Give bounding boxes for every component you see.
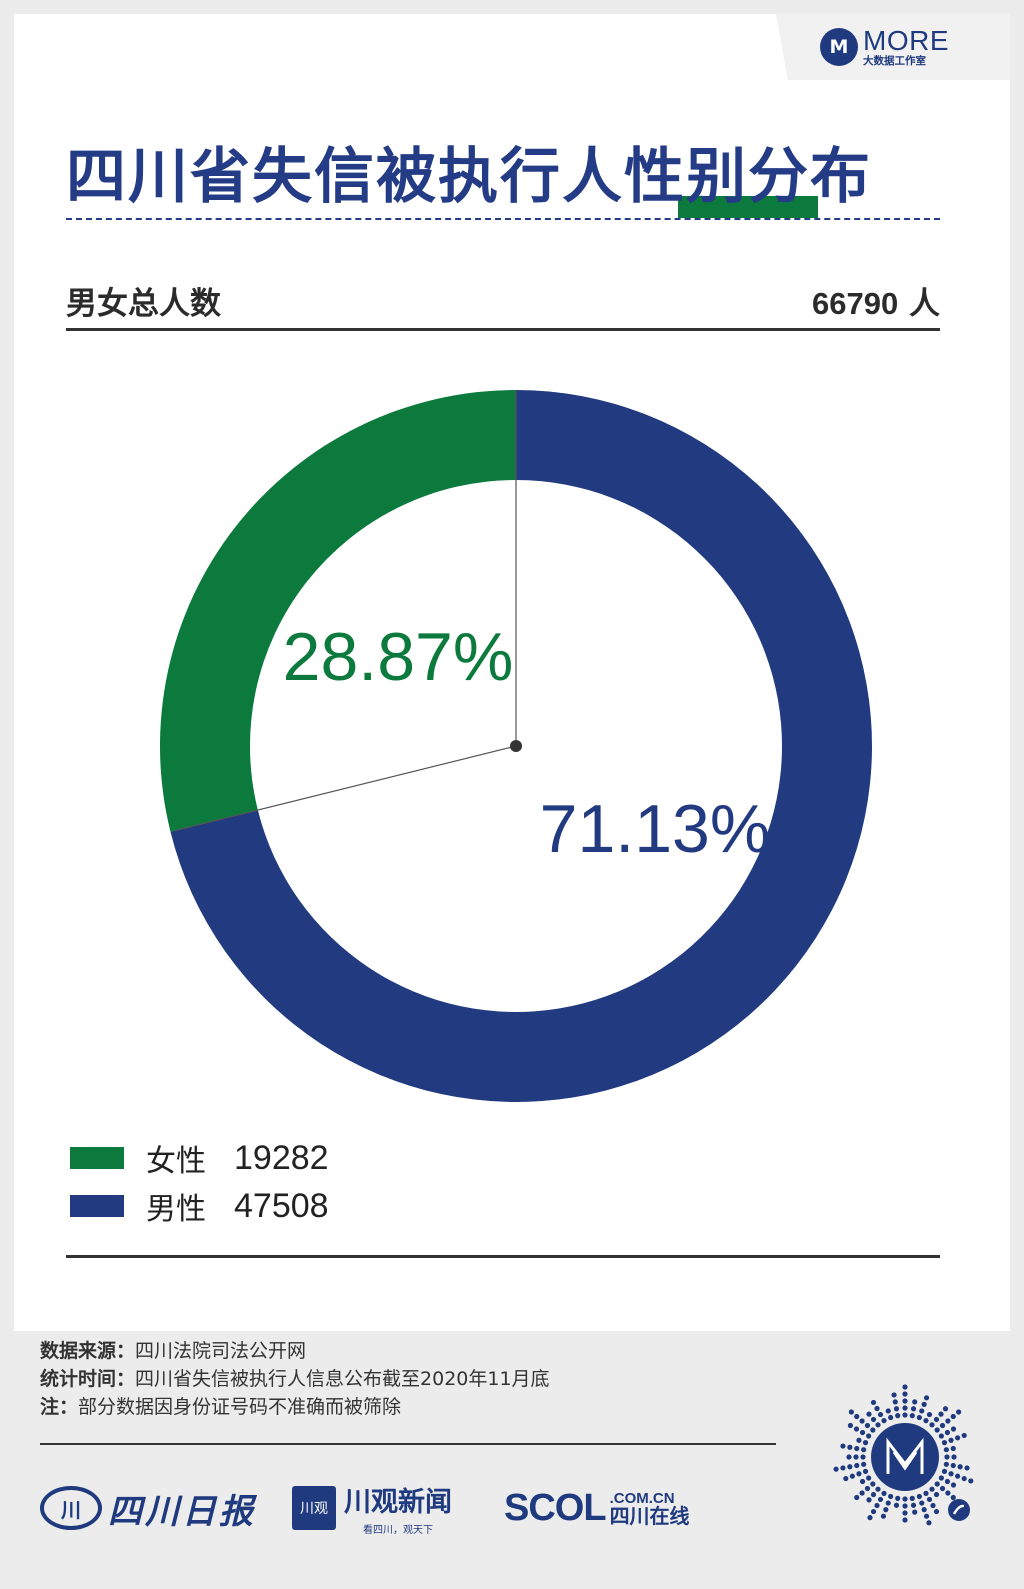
- sichuan-daily-logo: 川 四川日报: [40, 1478, 256, 1538]
- legend-name-female: 女性: [146, 1144, 206, 1179]
- chuanguan-emblem-icon: 川观: [292, 1486, 336, 1530]
- mini-program-qr-code-icon[interactable]: [820, 1372, 990, 1542]
- time-label: 统计时间：: [40, 1368, 136, 1390]
- chuanguan-logo: 川观 川观新闻 看四川，观天下: [292, 1478, 452, 1538]
- chuanguan-name: 川观新闻: [344, 1487, 452, 1518]
- source-label: 数据来源：: [40, 1340, 136, 1362]
- note-value: 部分数据因身份证号码不准确而被筛除: [78, 1396, 402, 1418]
- top-divider: [66, 328, 940, 331]
- notes-divider: [40, 1443, 776, 1445]
- legend: 女性 19282 男性 47508: [70, 1134, 329, 1230]
- time-value: 四川省失信被执行人信息公布截至2020年11月底: [135, 1368, 550, 1390]
- source-value: 四川法院司法公开网: [135, 1340, 307, 1362]
- legend-count-female: 19282: [234, 1138, 329, 1177]
- sichuan-daily-emblem-icon: 川: [40, 1486, 102, 1530]
- total-label: 男女总人数: [66, 286, 221, 322]
- total-unit: 人: [909, 286, 940, 322]
- sichuan-daily-name: 四川日报: [108, 1491, 256, 1532]
- more-logo-badge: M: [820, 28, 858, 66]
- legend-swatch-female: [70, 1147, 124, 1169]
- note-label: 注：: [40, 1396, 79, 1418]
- donut-center-dot: [510, 740, 522, 752]
- donut-slice-female: [159, 390, 517, 832]
- scol-text: .COM.CN 四川在线: [610, 1491, 690, 1526]
- title-accent-bar: [678, 196, 818, 218]
- legend-name-male: 男性: [146, 1192, 206, 1227]
- more-logo-main: MORE: [863, 25, 949, 57]
- time-line: 统计时间：四川省失信被执行人信息公布截至2020年11月底: [40, 1365, 550, 1393]
- chuanguan-text: 川观新闻 看四川，观天下: [344, 1480, 452, 1536]
- note-line: 注：部分数据因身份证号码不准确而被筛除: [40, 1393, 550, 1421]
- legend-swatch-male: [70, 1195, 124, 1217]
- legend-item-female: 女性 19282: [70, 1134, 329, 1182]
- legend-item-male: 男性 47508: [70, 1182, 329, 1230]
- title-dashed-divider: [66, 218, 940, 220]
- total-number: 66790: [811, 286, 899, 321]
- bottom-divider: [66, 1255, 940, 1258]
- total-value: 66790 人: [812, 278, 940, 323]
- male-percent-label: 71.13%: [540, 791, 771, 867]
- scol-logo: SCOL .COM.CN 四川在线: [504, 1478, 690, 1538]
- scol-name: SCOL: [504, 1486, 607, 1529]
- header-tab: [776, 14, 1010, 80]
- scol-domain: .COM.CN: [609, 1489, 675, 1507]
- footer-notes: 数据来源：四川法院司法公开网 统计时间：四川省失信被执行人信息公布截至2020年…: [40, 1337, 550, 1421]
- more-logo-sub: 大数据工作室: [863, 55, 926, 68]
- scol-cn-name: 四川在线: [609, 1503, 690, 1528]
- slice-boundary-line-left: [176, 745, 517, 831]
- brand-logos: 川 四川日报 川观 川观新闻 看四川，观天下 SCOL .COM.CN 四川在线: [40, 1478, 780, 1538]
- source-line: 数据来源：四川法院司法公开网: [40, 1337, 550, 1365]
- female-percent-label: 28.87%: [283, 619, 514, 695]
- page-title: 四川省失信被执行人性别分布: [66, 142, 872, 212]
- legend-count-male: 47508: [234, 1186, 329, 1225]
- chuanguan-slogan: 看四川，观天下: [363, 1525, 433, 1536]
- more-logo: M MORE 大数据工作室: [820, 26, 950, 68]
- more-logo-text: MORE 大数据工作室: [863, 27, 949, 67]
